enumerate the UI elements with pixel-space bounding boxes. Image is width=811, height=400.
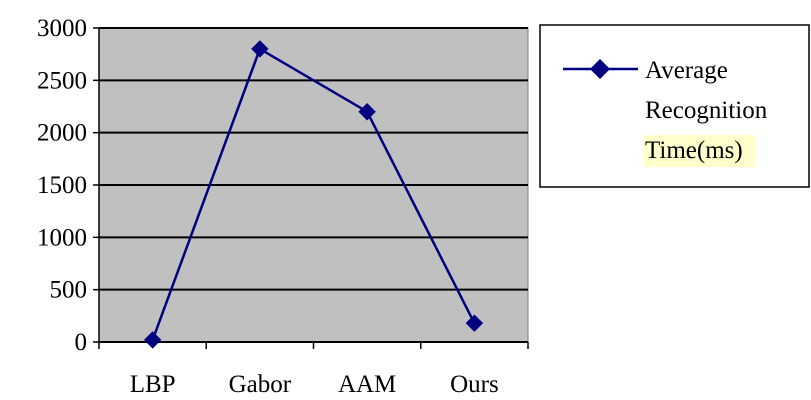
legend-highlight: [644, 135, 756, 167]
series-layer: [143, 40, 484, 349]
data-point-marker: [143, 331, 162, 349]
data-point-marker: [358, 103, 376, 121]
data-point-marker: [251, 40, 269, 58]
x-tick-label: LBP: [130, 371, 176, 398]
data-point-marker: [465, 314, 484, 332]
legend-marker: [590, 59, 610, 79]
y-tick-label: 3000: [37, 15, 87, 42]
x-tick-label: Ours: [450, 371, 499, 398]
legend-label-line: Average: [645, 57, 728, 84]
x-axis: LBP Gabor AAM Ours: [98, 342, 529, 398]
y-axis: 0 500 1000 1500 2000 2500 3000: [37, 15, 100, 356]
y-tick-label: 2500: [37, 67, 87, 94]
y-tick-label: 1000: [37, 224, 87, 251]
legend: Average Recognition Time(ms): [539, 24, 810, 188]
series-line: [151, 47, 476, 341]
y-tick-label: 0: [75, 329, 88, 356]
y-tick-label: 500: [50, 277, 88, 304]
x-tick-label: Gabor: [229, 371, 292, 398]
legend-label-line: Time(ms): [645, 137, 743, 164]
x-tick-label: AAM: [338, 371, 396, 398]
legend-label-line: Recognition: [645, 97, 768, 124]
y-tick-label: 2000: [37, 120, 87, 147]
y-tick-label: 1500: [37, 172, 87, 199]
